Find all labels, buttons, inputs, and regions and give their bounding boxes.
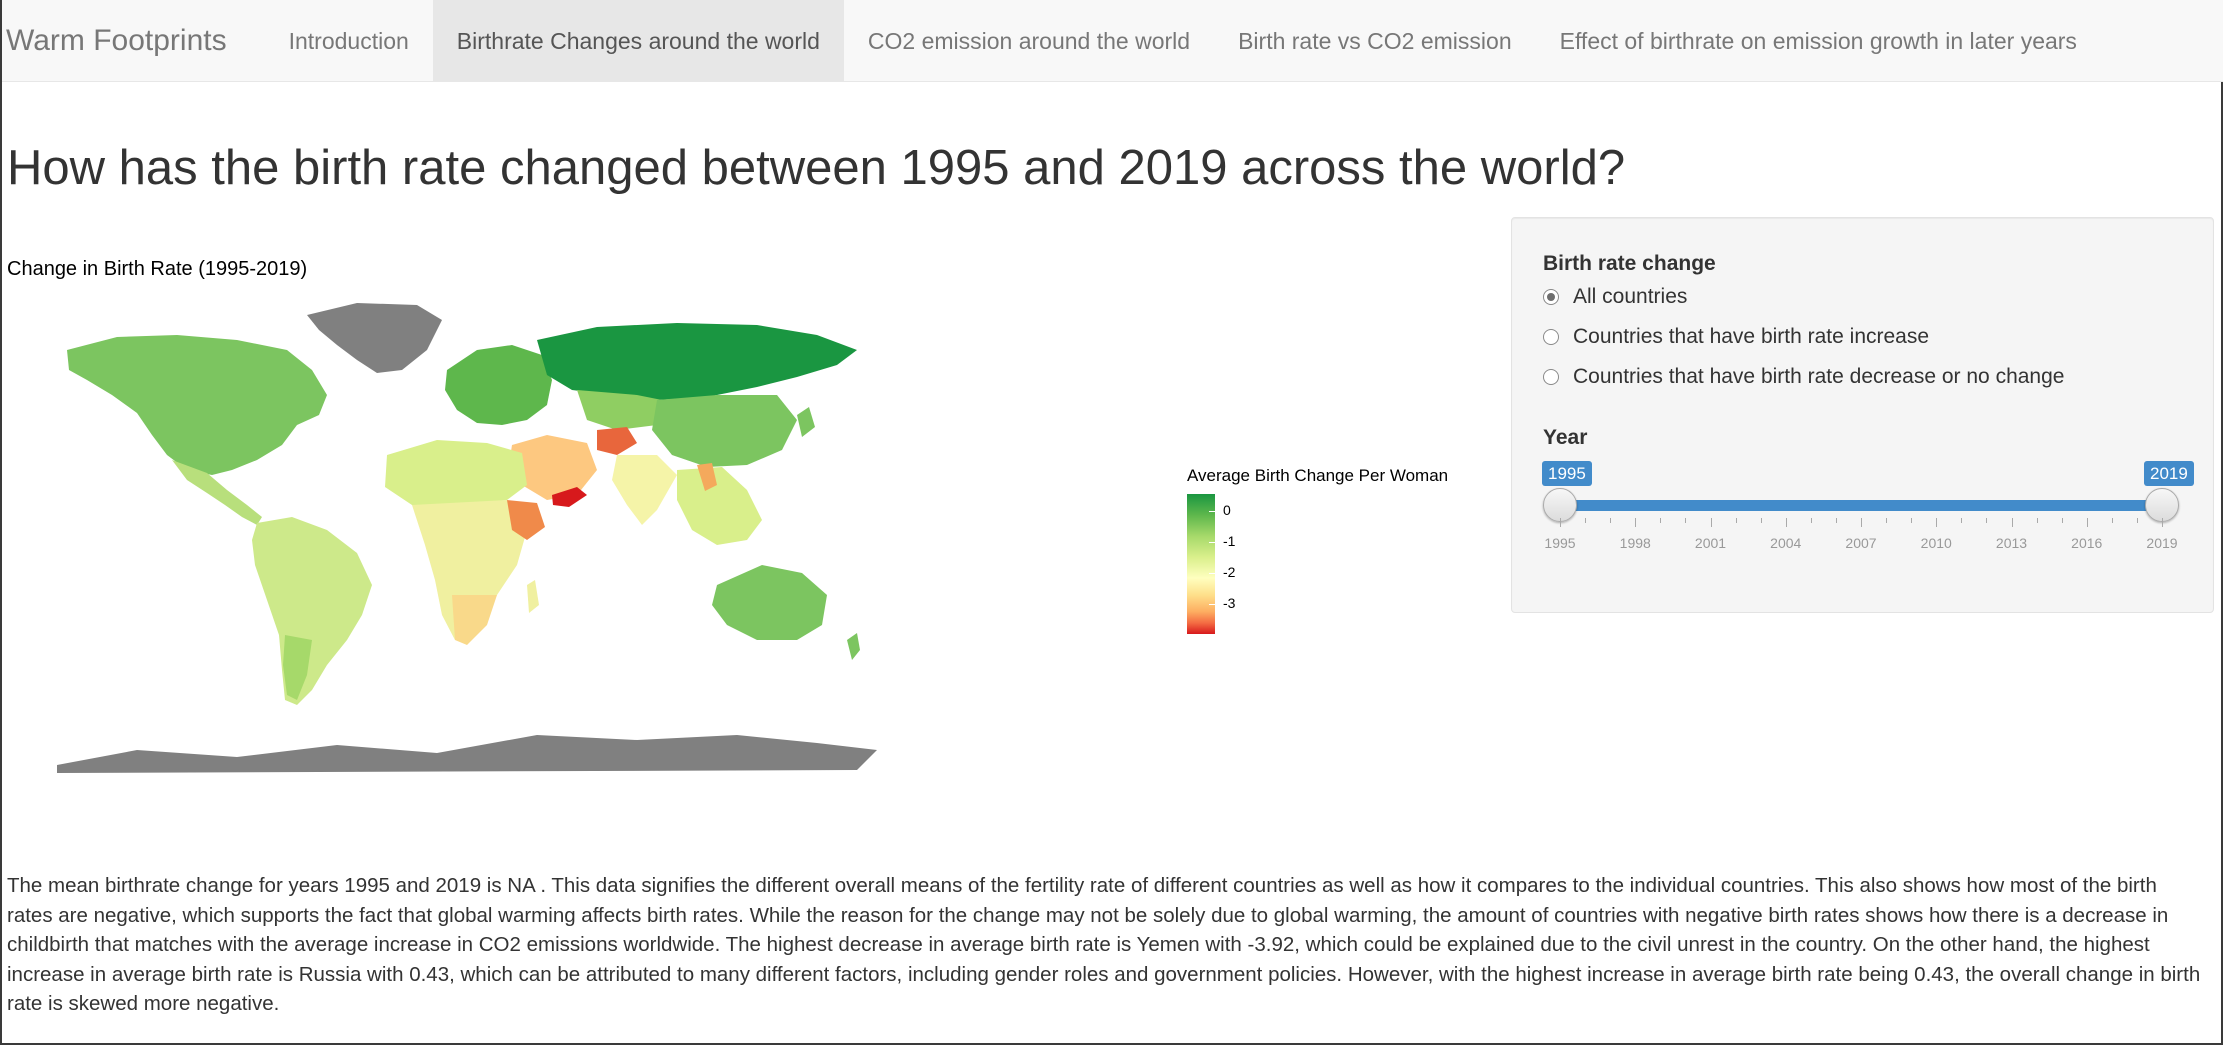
legend-tick: 0 <box>1223 502 1231 518</box>
radio-birth-rate-decrease[interactable]: Countries that have birth rate decrease … <box>1543 365 2064 389</box>
tab-introduction[interactable]: Introduction <box>288 28 409 54</box>
slider-track[interactable] <box>1560 500 2162 511</box>
slider-grid-tick <box>1760 518 1762 523</box>
region-horn-of-africa[interactable] <box>507 500 545 540</box>
slider-grid-tick <box>1861 518 1862 527</box>
brand-title[interactable]: Warm Footprints <box>6 24 227 57</box>
radio-birth-rate-increase[interactable]: Countries that have birth rate increase <box>1543 325 1929 349</box>
region-argentina[interactable] <box>283 635 312 700</box>
region-central-asia[interactable] <box>577 390 677 430</box>
legend-tickline <box>1209 573 1215 574</box>
controls-panel: Birth rate change All countries Countrie… <box>1511 217 2214 613</box>
tab-birthrate-changes[interactable]: Birthrate Changes around the world <box>432 0 844 81</box>
slider-grid-label: 2004 <box>1770 535 1802 551</box>
slider-grid-tick <box>1635 518 1637 527</box>
slider-grid-tick <box>1710 518 1712 527</box>
region-afghanistan[interactable] <box>597 427 637 455</box>
slider-grid-tick <box>1735 518 1737 523</box>
slider-grid-tick <box>1835 518 1837 523</box>
slider-grid-tick <box>2086 518 2088 527</box>
slider-grid-tick <box>2111 518 2113 523</box>
year-label: Year <box>1543 426 1588 449</box>
slider-grid-tick <box>1660 518 1662 523</box>
slider-grid-tick <box>1986 518 1988 523</box>
legend-tickline <box>1209 604 1215 605</box>
tab-effect-of-birthrate[interactable]: Effect of birthrate on emission growth i… <box>1559 28 2077 54</box>
map-legend: Average Birth Change Per Woman 0 -1 -2 -… <box>1187 466 1449 634</box>
slider-grid-tick <box>2061 518 2063 523</box>
region-yemen[interactable] <box>552 487 587 507</box>
radio-button[interactable] <box>1543 369 1559 385</box>
slider-grid-tick <box>1685 518 1687 523</box>
radio-all-countries[interactable]: All countries <box>1543 285 1687 309</box>
region-south-america[interactable] <box>252 517 372 705</box>
region-antarctica[interactable] <box>57 735 877 773</box>
page-title: How has the birth rate changed between 1… <box>7 141 1626 195</box>
slider-grid-tick <box>1911 518 1913 523</box>
radio-label: Countries that have birth rate increase <box>1573 325 1930 348</box>
region-southern-africa[interactable] <box>452 595 497 645</box>
region-middle-east[interactable] <box>509 435 597 500</box>
legend-tick: -2 <box>1223 564 1236 580</box>
region-new-zealand[interactable] <box>847 633 860 660</box>
slider-to-handle[interactable] <box>2145 488 2179 522</box>
legend-tick: -1 <box>1223 533 1236 549</box>
slider-grid-tick <box>1610 518 1612 523</box>
region-north-america[interactable] <box>67 335 327 475</box>
slider-grid-label: 2001 <box>1694 535 1727 551</box>
region-southeast-asia[interactable] <box>677 467 762 545</box>
world-map[interactable] <box>57 295 1137 795</box>
region-china[interactable] <box>652 395 797 467</box>
slider-from-handle[interactable] <box>1543 488 1577 522</box>
radio-button[interactable] <box>1543 329 1559 345</box>
region-north-africa[interactable] <box>385 440 527 505</box>
slider-grid-tick <box>2011 518 2013 527</box>
slider-grid-label: 2013 <box>1995 535 2028 551</box>
slider-grid-label: 2016 <box>2071 535 2103 551</box>
slider-grid-label: 2010 <box>1920 535 1952 551</box>
region-indochina[interactable] <box>697 463 717 491</box>
world-map-svg <box>57 303 877 773</box>
slider-grid-tick <box>1961 518 1963 523</box>
slider-grid-tick <box>1585 518 1587 523</box>
slider-grid-tick <box>1560 518 1561 527</box>
region-india[interactable] <box>612 455 677 525</box>
slider-grid-label: 1998 <box>1619 535 1651 551</box>
slider-grid-tick <box>2136 518 2138 523</box>
slider-grid-label: 2019 <box>2146 535 2178 551</box>
region-russia[interactable] <box>537 323 857 400</box>
region-central-america[interactable] <box>172 460 262 525</box>
legend-tick: -3 <box>1223 595 1236 611</box>
map-title: Change in Birth Rate (1995-2019) <box>7 258 308 280</box>
radio-label: All countries <box>1573 285 1688 308</box>
slider-grid-tick <box>2036 518 2038 523</box>
region-australia[interactable] <box>712 565 827 640</box>
description-text: The mean birthrate change for years 1995… <box>7 874 2201 1015</box>
legend-title: Average Birth Change Per Woman <box>1187 466 1449 485</box>
birth-rate-change-label: Birth rate change <box>1543 252 1716 275</box>
region-greenland[interactable] <box>307 303 442 373</box>
slider-grid-label: 2007 <box>1845 535 1877 551</box>
radio-button[interactable] <box>1543 289 1559 305</box>
slider-grid-label: 1995 <box>1544 535 1576 551</box>
slider-from-badge: 1995 <box>1542 461 1592 486</box>
navbar: Warm Footprints Introduction Birthrate C… <box>2 0 2223 82</box>
tab-birthrate-vs-co2[interactable]: Birth rate vs CO2 emission <box>1238 28 1512 54</box>
slider-grid-tick <box>1785 518 1787 527</box>
slider-to-badge: 2019 <box>2144 461 2194 486</box>
legend-color-scale <box>1187 494 1215 634</box>
tab-co2-emission[interactable]: CO2 emission around the world <box>867 28 1191 54</box>
region-japan[interactable] <box>797 407 815 437</box>
slider-grid-tick <box>1886 518 1888 523</box>
legend-tickline <box>1209 542 1215 543</box>
region-europe[interactable] <box>445 345 552 425</box>
region-central-africa[interactable] <box>412 500 527 640</box>
slider-grid-tick <box>1810 518 1812 523</box>
slider-grid-tick <box>2162 518 2163 527</box>
legend-tickline <box>1209 511 1215 512</box>
slider-grid-tick <box>1936 518 1938 527</box>
region-madagascar[interactable] <box>527 580 539 613</box>
radio-label: Countries that have birth rate decrease … <box>1573 365 2065 388</box>
